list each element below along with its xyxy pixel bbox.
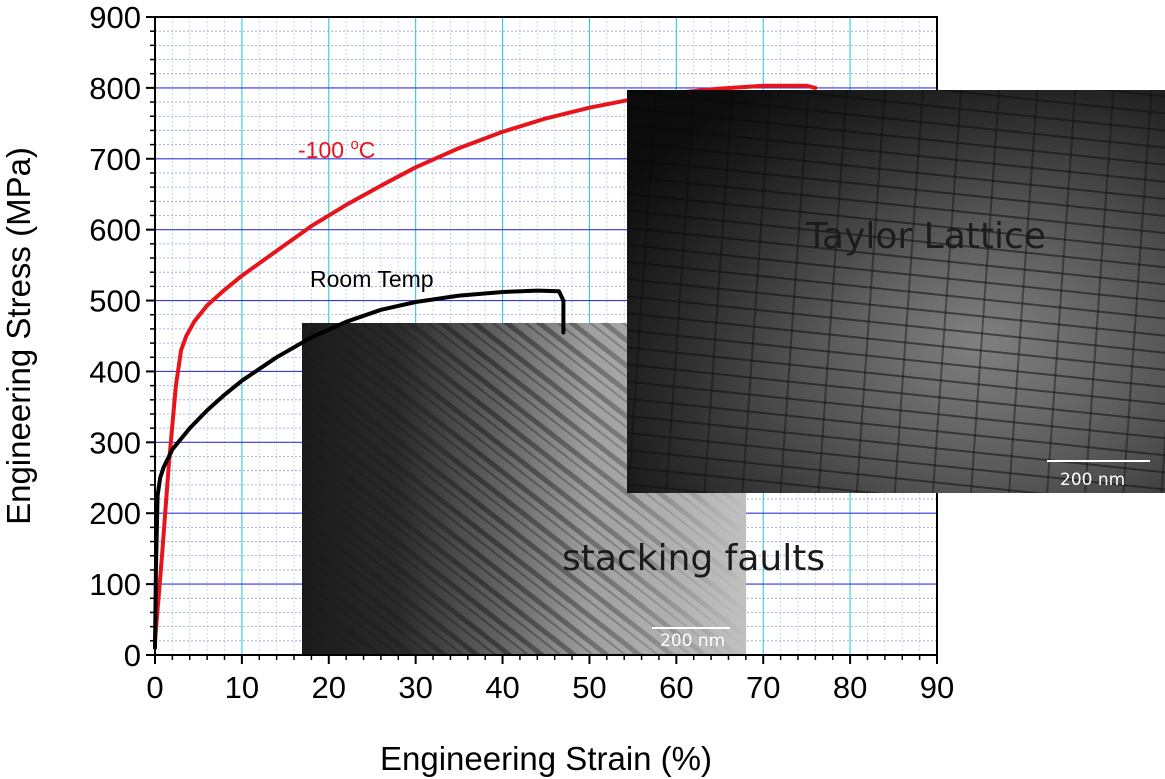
black-curve-label: Room Temp <box>310 266 434 292</box>
y-tick-label: 900 <box>89 0 141 35</box>
stacking-faults-caption: stacking faults <box>562 538 825 579</box>
taylor-lattice-inset: Taylor Lattice 200 nm <box>627 90 1165 493</box>
series-line-room-temp <box>153 288 566 650</box>
red-curve-label: -100 oC <box>298 136 375 163</box>
taylor-lattice-caption: Taylor Lattice <box>805 216 1046 257</box>
x-tick-label: 60 <box>659 670 693 705</box>
x-axis-title: Engineering Strain (%) <box>380 740 712 777</box>
red-curve-label-main: -100 <box>298 137 350 163</box>
x-tick-label: 0 <box>146 670 163 705</box>
red-curve-label-unit: C <box>359 137 376 163</box>
x-tick-label: 30 <box>398 670 432 705</box>
y-tick-label: 600 <box>89 213 141 248</box>
taylor-lattice-shading <box>627 90 1165 493</box>
y-axis-title: Engineering Stress (MPa) <box>0 147 37 525</box>
x-tick-label: 90 <box>920 670 954 705</box>
x-tick-label: 50 <box>572 670 606 705</box>
y-tick-label: 400 <box>89 354 141 389</box>
taylor-scalebar-label: 200 nm <box>1060 470 1125 490</box>
x-tick-label: 40 <box>485 670 519 705</box>
y-tick-label: 200 <box>89 496 141 531</box>
stacking-scalebar-label: 200 nm <box>660 631 725 651</box>
y-tick-label: 800 <box>89 71 141 106</box>
y-tick-label: 100 <box>89 567 141 602</box>
y-tick-label: 300 <box>89 425 141 460</box>
y-tick-label: 500 <box>89 284 141 319</box>
axis-ticks <box>146 16 938 664</box>
axis-tick-labels: 0 10 20 30 40 50 60 70 80 90010020030040050060070… <box>89 0 954 705</box>
y-tick-label: 0 <box>124 638 141 673</box>
y-tick-label: 700 <box>89 142 141 177</box>
red-curve-label-degree: o <box>350 136 358 153</box>
x-tick-label: 20 <box>312 670 346 705</box>
x-tick-label: 10 <box>225 670 259 705</box>
x-tick-label: 80 <box>833 670 867 705</box>
x-tick-label: 70 <box>746 670 780 705</box>
